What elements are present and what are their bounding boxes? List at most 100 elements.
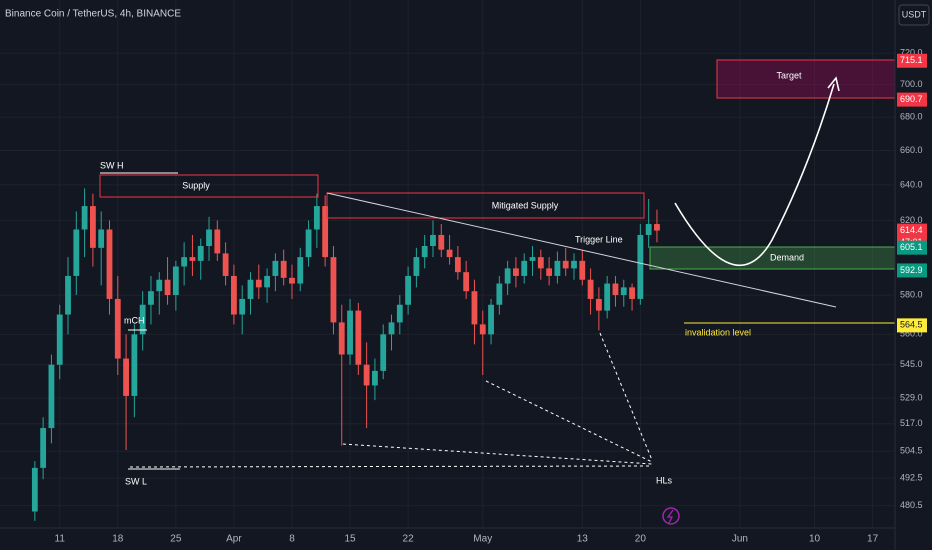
candle-body <box>405 275 412 305</box>
candle-body <box>330 257 337 323</box>
x-tick-label: 20 <box>635 534 647 545</box>
projection-arrow <box>674 83 835 267</box>
x-tick-label: 10 <box>809 534 821 545</box>
axes: 480.5 492.5 504.5 517.0 529.0 545.0 560.0 580.0… <box>55 47 927 545</box>
annotation: HLs <box>656 475 673 485</box>
y-tick-label: 640.0 <box>900 179 923 189</box>
drawings <box>99 59 896 525</box>
candle-body <box>438 234 445 250</box>
candle-body <box>40 428 47 468</box>
candle-body <box>305 229 312 258</box>
x-tick-label: 8 <box>289 534 295 545</box>
candle-body <box>396 304 403 323</box>
candles <box>31 188 660 521</box>
y-tick-label: 560.0 <box>900 329 923 339</box>
y-tick-label: 504.5 <box>900 445 923 455</box>
y-tick-label: 480.5 <box>900 500 923 510</box>
candle-body <box>313 206 320 230</box>
y-tick-label: 720.0 <box>900 47 923 57</box>
candle-body <box>537 257 544 269</box>
price-label: 715.1 <box>900 55 923 65</box>
y-tick-label: 529.0 <box>900 392 923 402</box>
candle-body <box>322 206 329 258</box>
candle-body <box>106 229 113 299</box>
y-tick-label: 620.0 <box>900 215 923 225</box>
candle-body <box>363 364 370 386</box>
currency-button[interactable] <box>898 4 930 26</box>
dashed-line <box>485 380 653 463</box>
candle-body <box>380 334 387 371</box>
candle-body <box>139 304 146 335</box>
candle-body <box>463 272 470 292</box>
x-tick-label: 22 <box>403 534 415 545</box>
candle-body <box>347 310 353 355</box>
candle-body <box>513 268 519 276</box>
candle-body <box>73 229 80 276</box>
candle-body <box>479 324 486 335</box>
candle-body <box>629 287 635 299</box>
candle-body <box>579 260 586 280</box>
price-label-box <box>897 92 927 107</box>
candle-body <box>114 298 121 359</box>
x-tick-label: May <box>473 534 492 545</box>
candle-body <box>571 260 577 269</box>
candle-body <box>156 279 163 292</box>
candle-body <box>222 253 229 276</box>
x-tick-label: 11 <box>55 534 66 545</box>
currency-label[interactable]: USDT <box>902 9 927 19</box>
annotation: Supply <box>182 180 210 190</box>
price-label-box <box>897 240 927 255</box>
candle-body <box>488 304 494 335</box>
candle-body <box>65 275 71 315</box>
price-label-box <box>897 318 927 333</box>
candle-body <box>172 266 179 296</box>
annotation: SW L <box>125 476 147 486</box>
candle-body <box>206 229 212 246</box>
x-tick-label: 13 <box>577 534 589 545</box>
annotation: mCH <box>124 315 145 325</box>
arrow-head <box>827 76 840 92</box>
annotation: Trigger Line <box>575 234 623 244</box>
candle-body <box>247 279 254 299</box>
candle-body <box>496 283 503 305</box>
candle-body <box>637 234 644 299</box>
candle-body <box>164 279 171 296</box>
y-tick-label: 492.5 <box>900 472 923 482</box>
annotation: Target <box>776 70 802 80</box>
candle-body <box>430 234 436 246</box>
candle-body <box>197 245 204 261</box>
candle-body <box>264 275 270 288</box>
candle-body <box>587 279 594 299</box>
candle-body <box>454 257 461 273</box>
chart-title: Binance Coin / TetherUS, 4h, BINANCE <box>5 9 181 20</box>
candle-body <box>595 298 602 311</box>
y-tick-label: 580.0 <box>900 289 923 299</box>
annotation: invalidation level <box>685 327 751 337</box>
candle-body <box>338 322 345 355</box>
candle-body <box>645 224 652 235</box>
candle-body <box>612 283 619 296</box>
candle-body <box>148 291 154 305</box>
candle-body <box>131 334 138 396</box>
candle-body <box>446 249 453 258</box>
price-label: 614.4 <box>900 225 923 235</box>
y-tick-label: 517.0 <box>900 418 923 428</box>
alert-icon[interactable] <box>662 507 680 525</box>
candle-body <box>546 268 553 276</box>
dashed-line <box>599 332 653 461</box>
target-box <box>716 59 896 99</box>
supply-box <box>99 174 319 198</box>
alert-bolt <box>666 509 674 524</box>
annotation-labels: SW H SW L mCH Supply Mitigated Supply Tr… <box>100 70 804 486</box>
candle-body <box>98 229 105 248</box>
x-tick-label: 15 <box>344 534 356 545</box>
candle-body <box>255 279 262 288</box>
x-tick-label: Jun <box>732 534 748 545</box>
candle-body <box>56 314 63 365</box>
candle-body <box>504 268 511 284</box>
x-tick-label: 25 <box>170 534 182 545</box>
candle-body <box>562 260 569 269</box>
candle-body <box>81 206 88 230</box>
